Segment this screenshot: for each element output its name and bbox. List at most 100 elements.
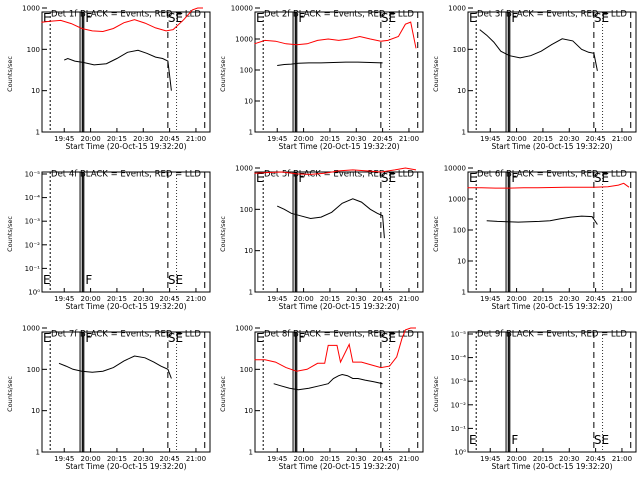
x-tick-label: 20:00: [80, 455, 100, 463]
x-tick-label: 21:00: [399, 135, 419, 143]
event-marker-se: SE: [381, 11, 396, 25]
x-tick-label: 19:45: [267, 295, 287, 303]
x-tick-label: 20:45: [373, 455, 393, 463]
y-tick-label: 10⁻⁵: [25, 171, 41, 179]
y-tick-label: 1000: [235, 165, 253, 173]
x-tick-label: 20:45: [586, 295, 606, 303]
panel-title: Det 4f BLACK = Events, RED = LLD: [51, 170, 201, 180]
panel-9: Det 9f BLACK = Events, RED = LLD 10⁰ 10⁻¹ 1…: [432, 330, 637, 471]
event-marker-f: F: [298, 11, 305, 25]
x-tick-label: 20:45: [160, 135, 180, 143]
x-tick-label: 20:30: [133, 295, 153, 303]
x-tick-label: 19:45: [480, 135, 500, 143]
x-tick-label: 20:30: [559, 455, 579, 463]
y-tick-label: 10⁰: [28, 289, 40, 297]
series-line-2: [41, 7, 203, 33]
y-tick-label: 1000: [22, 5, 40, 13]
event-marker-e: E: [43, 11, 51, 25]
panel-4: Det 4f BLACK = Events, RED = LLD 10⁰ 10⁻¹ 1…: [6, 170, 211, 311]
panel-1: Det 1f BLACK = Events, RED = LLD 1 10 100 10…: [6, 5, 211, 151]
y-tick-label: 10: [244, 247, 253, 255]
plot-frame: [41, 171, 211, 293]
y-tick-label: 10⁻¹: [25, 265, 41, 273]
x-tick-label: 20:00: [506, 135, 526, 143]
x-tick-label: 20:45: [373, 135, 393, 143]
plot-frame: [41, 11, 211, 133]
y-tick-label: 10000: [444, 165, 466, 173]
panel-title: Det 6f BLACK = Events, RED = LLD: [477, 170, 627, 180]
y-axis-label: Counts/sec: [219, 216, 227, 252]
panel-8: Det 8f BLACK = Events, RED = LLD 1 10 100 10…: [219, 325, 424, 471]
x-axis-label: Start Time (20-Oct-15 19:32:20): [65, 462, 186, 471]
panel-title: Det 1f BLACK = Events, RED = LLD: [51, 10, 201, 20]
x-tick-label: 20:30: [559, 135, 579, 143]
event-marker-e: E: [43, 273, 51, 287]
event-marker-f: F: [85, 331, 92, 345]
x-tick-label: 20:00: [293, 135, 313, 143]
y-tick-label: 100: [240, 206, 253, 214]
y-tick-label: 1: [462, 289, 466, 297]
event-marker-f: F: [511, 171, 518, 185]
x-tick-label: 20:00: [80, 135, 100, 143]
x-tick-label: 21:00: [186, 135, 206, 143]
series-line-1: [479, 29, 598, 71]
x-tick-label: 20:45: [373, 295, 393, 303]
x-tick-label: 20:15: [320, 455, 340, 463]
x-tick-label: 21:00: [186, 455, 206, 463]
y-tick-label: 10: [457, 258, 466, 266]
x-tick-label: 20:15: [107, 295, 127, 303]
x-tick-label: 21:00: [612, 455, 632, 463]
y-tick-label: 100: [240, 366, 253, 374]
series-line-2: [254, 21, 417, 49]
panel-title: Det 3f BLACK = Events, RED = LLD: [477, 10, 627, 20]
panel-2: Det 2f BLACK = Events, RED = LLD 1 10 100 10…: [219, 5, 424, 151]
x-tick-label: 20:15: [320, 135, 340, 143]
x-axis-label: Start Time (20-Oct-15 19:32:20): [65, 142, 186, 151]
x-tick-label: 21:00: [612, 295, 632, 303]
x-tick-label: 20:30: [346, 295, 366, 303]
series-line-1: [273, 373, 383, 391]
x-tick-label: 20:00: [506, 295, 526, 303]
event-marker-e: E: [469, 11, 477, 25]
y-tick-label: 10: [244, 98, 253, 106]
x-tick-label: 19:45: [267, 455, 287, 463]
panel-3: Det 3f BLACK = Events, RED = LLD 1 10 100 10…: [432, 5, 637, 151]
event-marker-f: F: [511, 433, 518, 447]
x-tick-label: 20:15: [533, 295, 553, 303]
x-tick-label: 20:15: [107, 135, 127, 143]
series-line-1: [486, 215, 598, 225]
y-tick-label: 10: [457, 87, 466, 95]
event-marker-e: E: [256, 11, 264, 25]
x-tick-label: 19:45: [267, 135, 287, 143]
y-axis-label: Counts/sec: [6, 376, 14, 412]
plot-frame: [467, 331, 637, 453]
y-axis-label: Counts/sec: [219, 56, 227, 92]
panel-title: Det 9f BLACK = Events, RED = LLD: [477, 330, 627, 340]
x-tick-label: 20:15: [107, 455, 127, 463]
x-tick-label: 19:45: [480, 295, 500, 303]
x-tick-label: 21:00: [399, 455, 419, 463]
event-marker-se: SE: [381, 331, 396, 345]
y-tick-label: 1: [462, 129, 466, 137]
panel-7: Det 7f BLACK = Events, RED = LLD 1 10 100 10…: [6, 325, 211, 471]
y-axis-label: Counts/sec: [6, 216, 14, 252]
x-tick-label: 19:45: [54, 455, 74, 463]
x-tick-label: 20:00: [293, 295, 313, 303]
x-axis-label: Start Time (20-Oct-15 19:32:20): [65, 302, 186, 311]
x-axis-label: Start Time (20-Oct-15 19:32:20): [278, 302, 399, 311]
x-tick-label: 20:15: [533, 135, 553, 143]
event-marker-se: SE: [594, 11, 609, 25]
x-tick-label: 20:15: [533, 455, 553, 463]
x-tick-label: 20:30: [346, 455, 366, 463]
x-axis-label: Start Time (20-Oct-15 19:32:20): [278, 462, 399, 471]
y-tick-label: 1000: [448, 196, 466, 204]
x-tick-label: 20:30: [559, 295, 579, 303]
event-marker-f: F: [298, 331, 305, 345]
y-tick-label: 100: [453, 46, 466, 54]
x-tick-label: 20:00: [293, 455, 313, 463]
plot-frame: [467, 11, 637, 133]
y-tick-label: 100: [27, 366, 40, 374]
y-tick-label: 100: [27, 46, 40, 54]
y-tick-label: 10⁻³: [25, 218, 41, 226]
